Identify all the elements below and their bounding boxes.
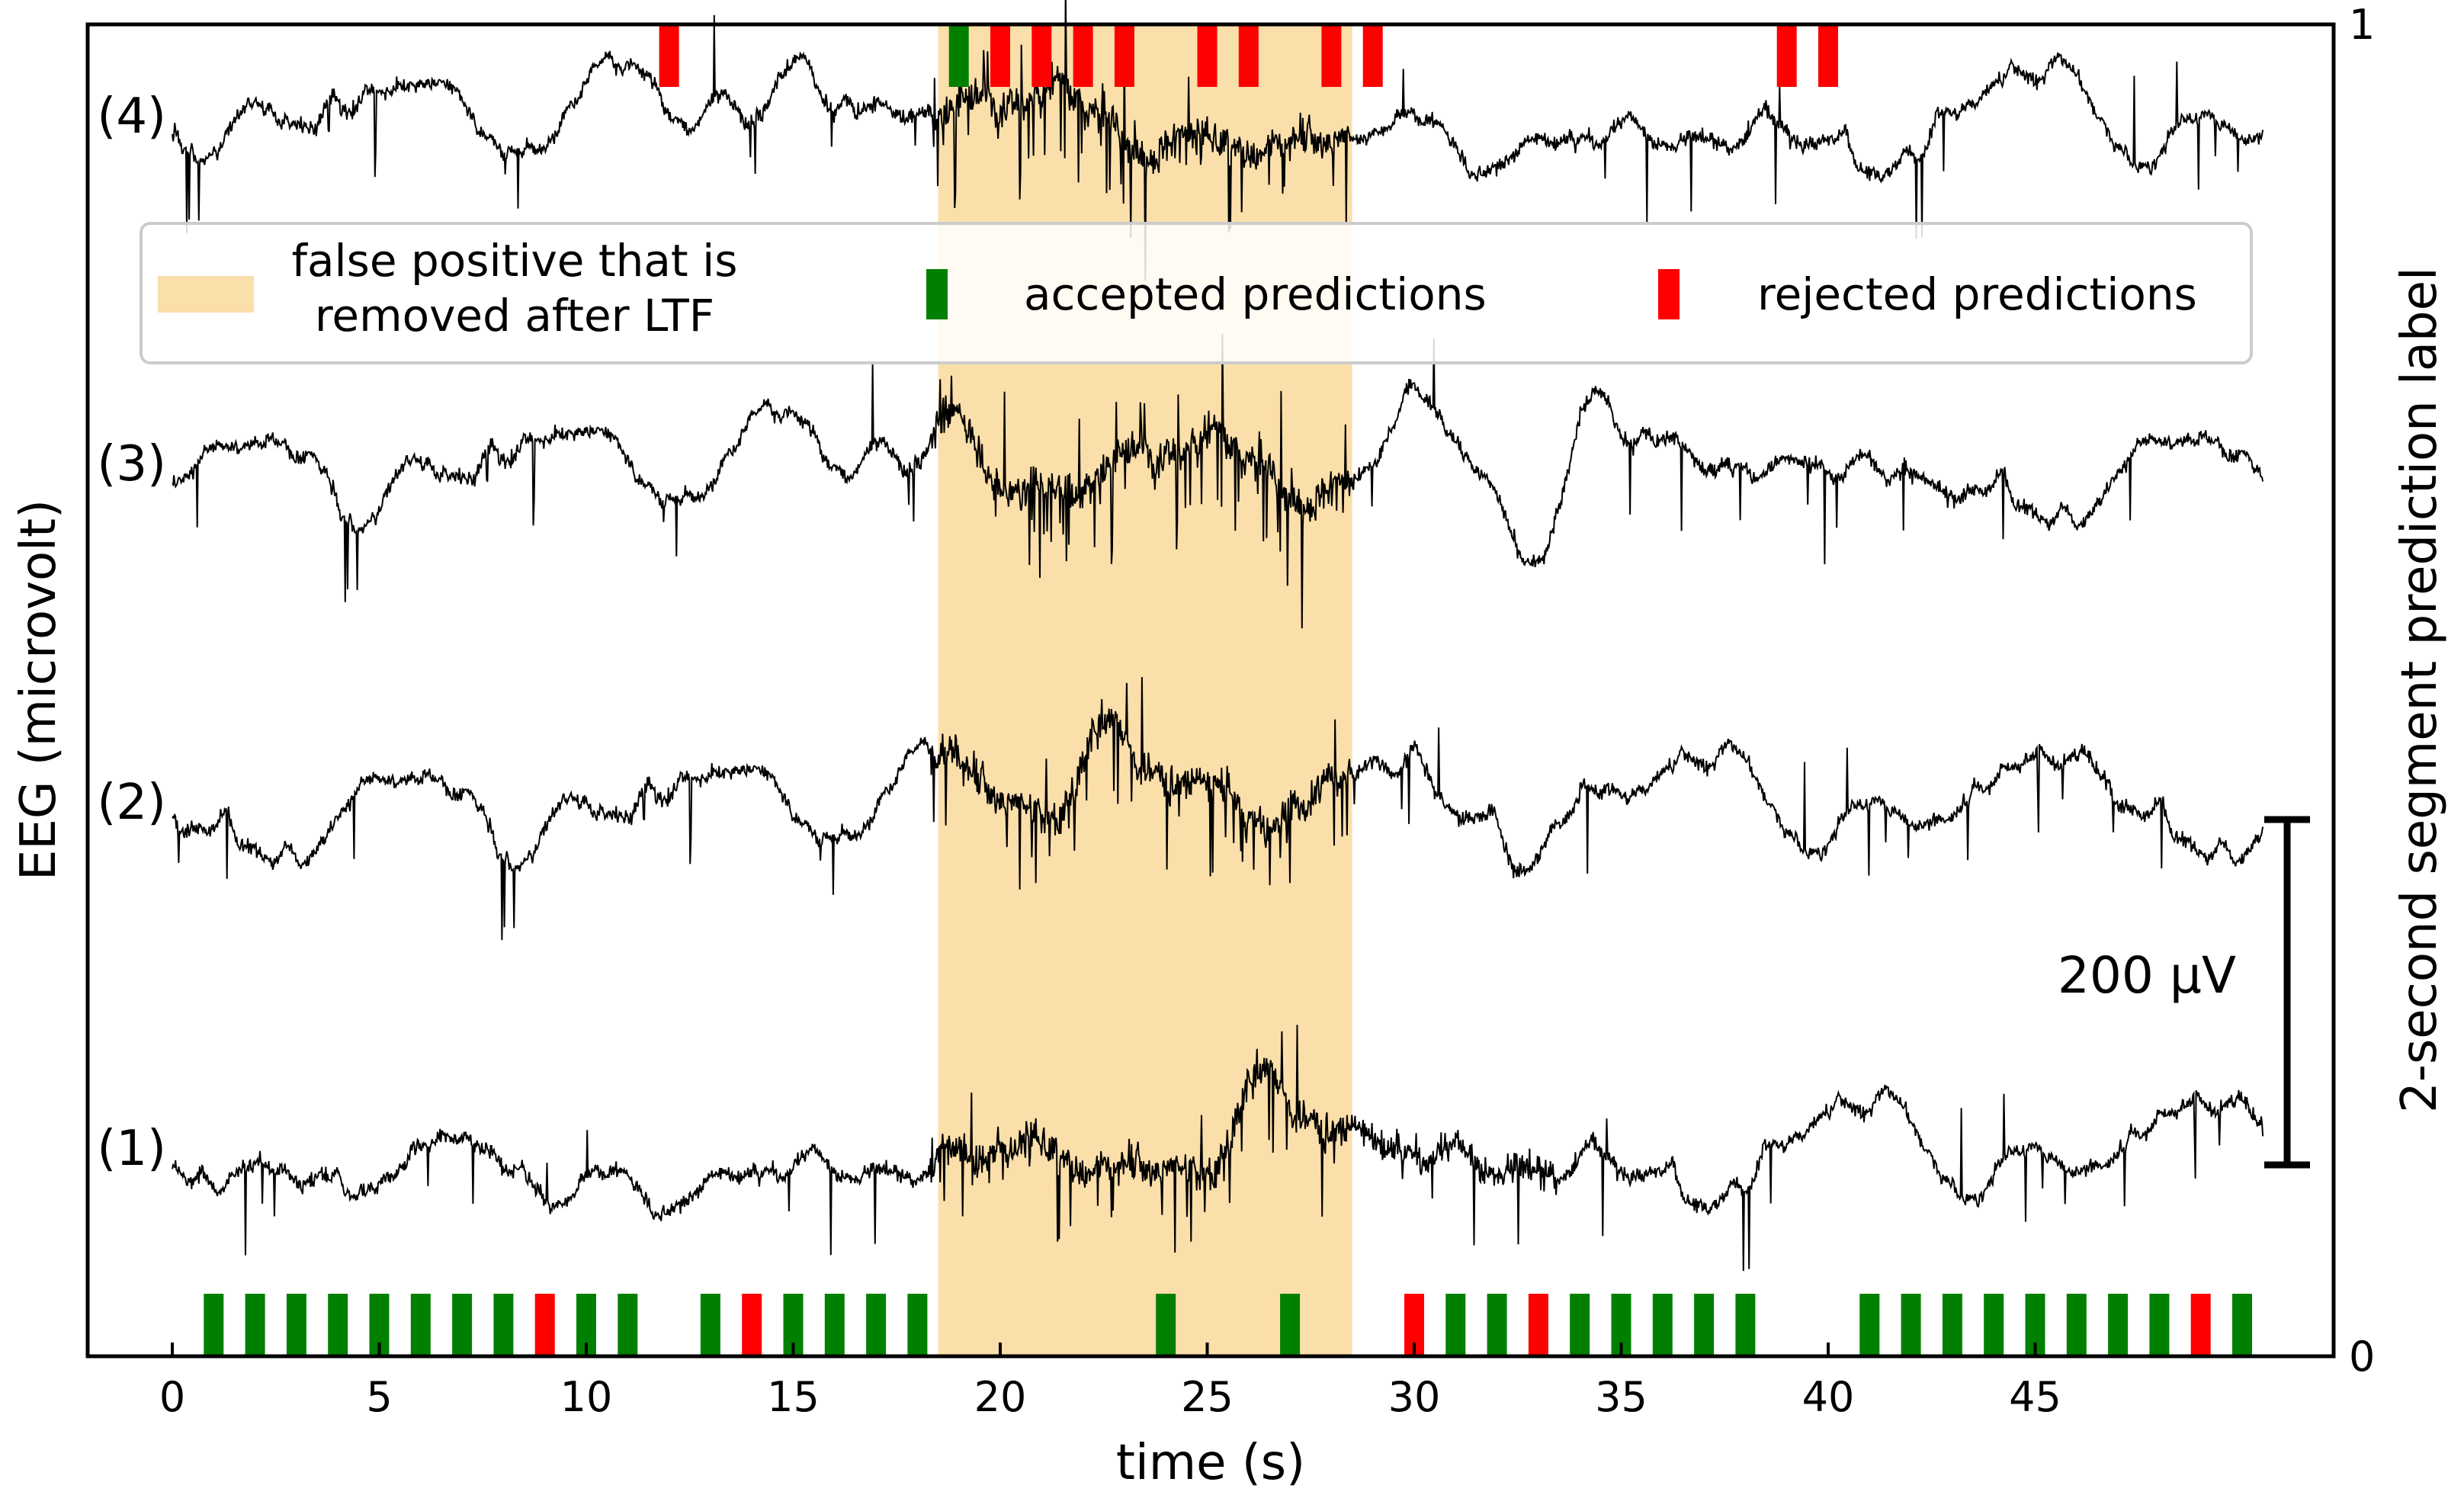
accepted-prediction-bar	[1156, 1294, 1176, 1356]
rejected-prediction-bar	[1197, 24, 1218, 87]
eeg-trace-channel-4	[172, 0, 2264, 281]
rejected-prediction-bar	[1362, 24, 1383, 87]
legend: false positive that is removed after LTF…	[140, 222, 2253, 364]
accepted-prediction-bar	[618, 1294, 638, 1356]
false-positive-swatch	[158, 276, 254, 313]
channel-label-3: (3)	[97, 436, 166, 492]
rejected-prediction-bar	[990, 24, 1010, 87]
y2-tick-label: 0	[2349, 1333, 2375, 1381]
x-axis: 0 5 10 15 20 25 30 35 40 45	[159, 1343, 2061, 1421]
y2-axis: 01	[2320, 1, 2375, 1381]
accepted-prediction-bar	[700, 1294, 720, 1356]
rejected-prediction-bar	[659, 24, 679, 87]
eeg-trace-channel-1	[172, 1025, 2264, 1272]
rejected-prediction-bar	[1321, 24, 1342, 87]
accepted-prediction-bar	[493, 1294, 514, 1356]
prediction-bars	[204, 24, 2252, 1356]
false-positive-legend-line2: removed after LTF	[315, 290, 714, 342]
accepted-prediction-bar	[2108, 1294, 2129, 1356]
x-tick-label: 45	[2009, 1373, 2061, 1421]
accepted-prediction-bar	[1735, 1294, 1756, 1356]
false-positive-legend-line1: false positive that is	[292, 235, 738, 287]
rejected-prediction-bar	[1776, 24, 1797, 87]
scale-bar-label: 200 μV	[2058, 946, 2236, 1005]
rejected-prediction-bar	[1528, 1294, 1548, 1356]
channel-label-4: (4)	[97, 88, 166, 145]
rejected-swatch	[1658, 269, 1680, 319]
rejected-legend-label: rejected predictions	[1757, 268, 2197, 320]
rejected-prediction-bar	[742, 1294, 762, 1356]
accepted-prediction-bar	[1487, 1294, 1507, 1356]
eeg-traces	[172, 0, 2264, 1272]
rejected-prediction-bar	[1073, 24, 1093, 87]
plot-frame	[85, 22, 2336, 1359]
accepted-legend-label: accepted predictions	[1024, 268, 1487, 320]
accepted-prediction-bar	[2232, 1294, 2252, 1356]
accepted-prediction-bar	[1280, 1294, 1301, 1356]
x-tick-label: 30	[1388, 1373, 1441, 1421]
accepted-swatch	[926, 269, 948, 319]
legend-box	[140, 222, 2253, 364]
accepted-prediction-bar	[866, 1294, 887, 1356]
accepted-prediction-bar	[2149, 1294, 2170, 1356]
rejected-prediction-bar	[2190, 1294, 2211, 1356]
accepted-prediction-bar	[328, 1294, 348, 1356]
x-tick-label: 20	[974, 1373, 1027, 1421]
accepted-prediction-bar	[1942, 1294, 1962, 1356]
eeg-trace-channel-2	[172, 677, 2264, 941]
rejected-prediction-bar	[1114, 24, 1134, 87]
x-tick-label: 40	[1802, 1373, 1855, 1421]
accepted-prediction-bar	[2066, 1294, 2087, 1356]
y-axis-title: EEG (microvolt)	[11, 499, 67, 881]
accepted-prediction-bar	[907, 1294, 928, 1356]
accepted-prediction-bar	[245, 1294, 265, 1356]
x-tick-label: 15	[767, 1373, 820, 1421]
accepted-prediction-bar	[286, 1294, 306, 1356]
x-tick-label: 35	[1595, 1373, 1647, 1421]
accepted-prediction-bar	[948, 24, 969, 87]
accepted-prediction-bar	[824, 1294, 845, 1356]
accepted-prediction-bar	[410, 1294, 431, 1356]
x-axis-title: time (s)	[1116, 1435, 1305, 1491]
rejected-prediction-bar	[1031, 24, 1052, 87]
x-tick-label: 25	[1181, 1373, 1234, 1421]
rejected-prediction-bar	[1238, 24, 1259, 87]
scale-bar: 200 μV	[2058, 816, 2310, 1169]
rejected-prediction-bar	[534, 1294, 555, 1356]
accepted-prediction-bar	[452, 1294, 473, 1356]
accepted-prediction-bar	[1694, 1294, 1715, 1356]
accepted-prediction-bar	[1859, 1294, 1880, 1356]
accepted-prediction-bar	[204, 1294, 224, 1356]
accepted-prediction-bar	[1901, 1294, 1921, 1356]
x-tick-label: 10	[560, 1373, 613, 1421]
channel-label-2: (2)	[97, 775, 166, 831]
x-tick-label: 5	[366, 1373, 392, 1421]
accepted-prediction-bar	[1984, 1294, 2004, 1356]
rejected-prediction-bar	[1818, 24, 1838, 87]
channel-label-1: (1)	[97, 1121, 166, 1177]
accepted-prediction-bar	[1652, 1294, 1673, 1356]
x-tick-label: 0	[159, 1373, 185, 1421]
y2-tick-label: 1	[2349, 1, 2375, 49]
accepted-prediction-bar	[1445, 1294, 1466, 1356]
accepted-prediction-bar	[1570, 1294, 1590, 1356]
y2-axis-title: 2-second segment prediction label	[2392, 267, 2448, 1113]
eeg-trace-channel-3	[172, 333, 2264, 629]
